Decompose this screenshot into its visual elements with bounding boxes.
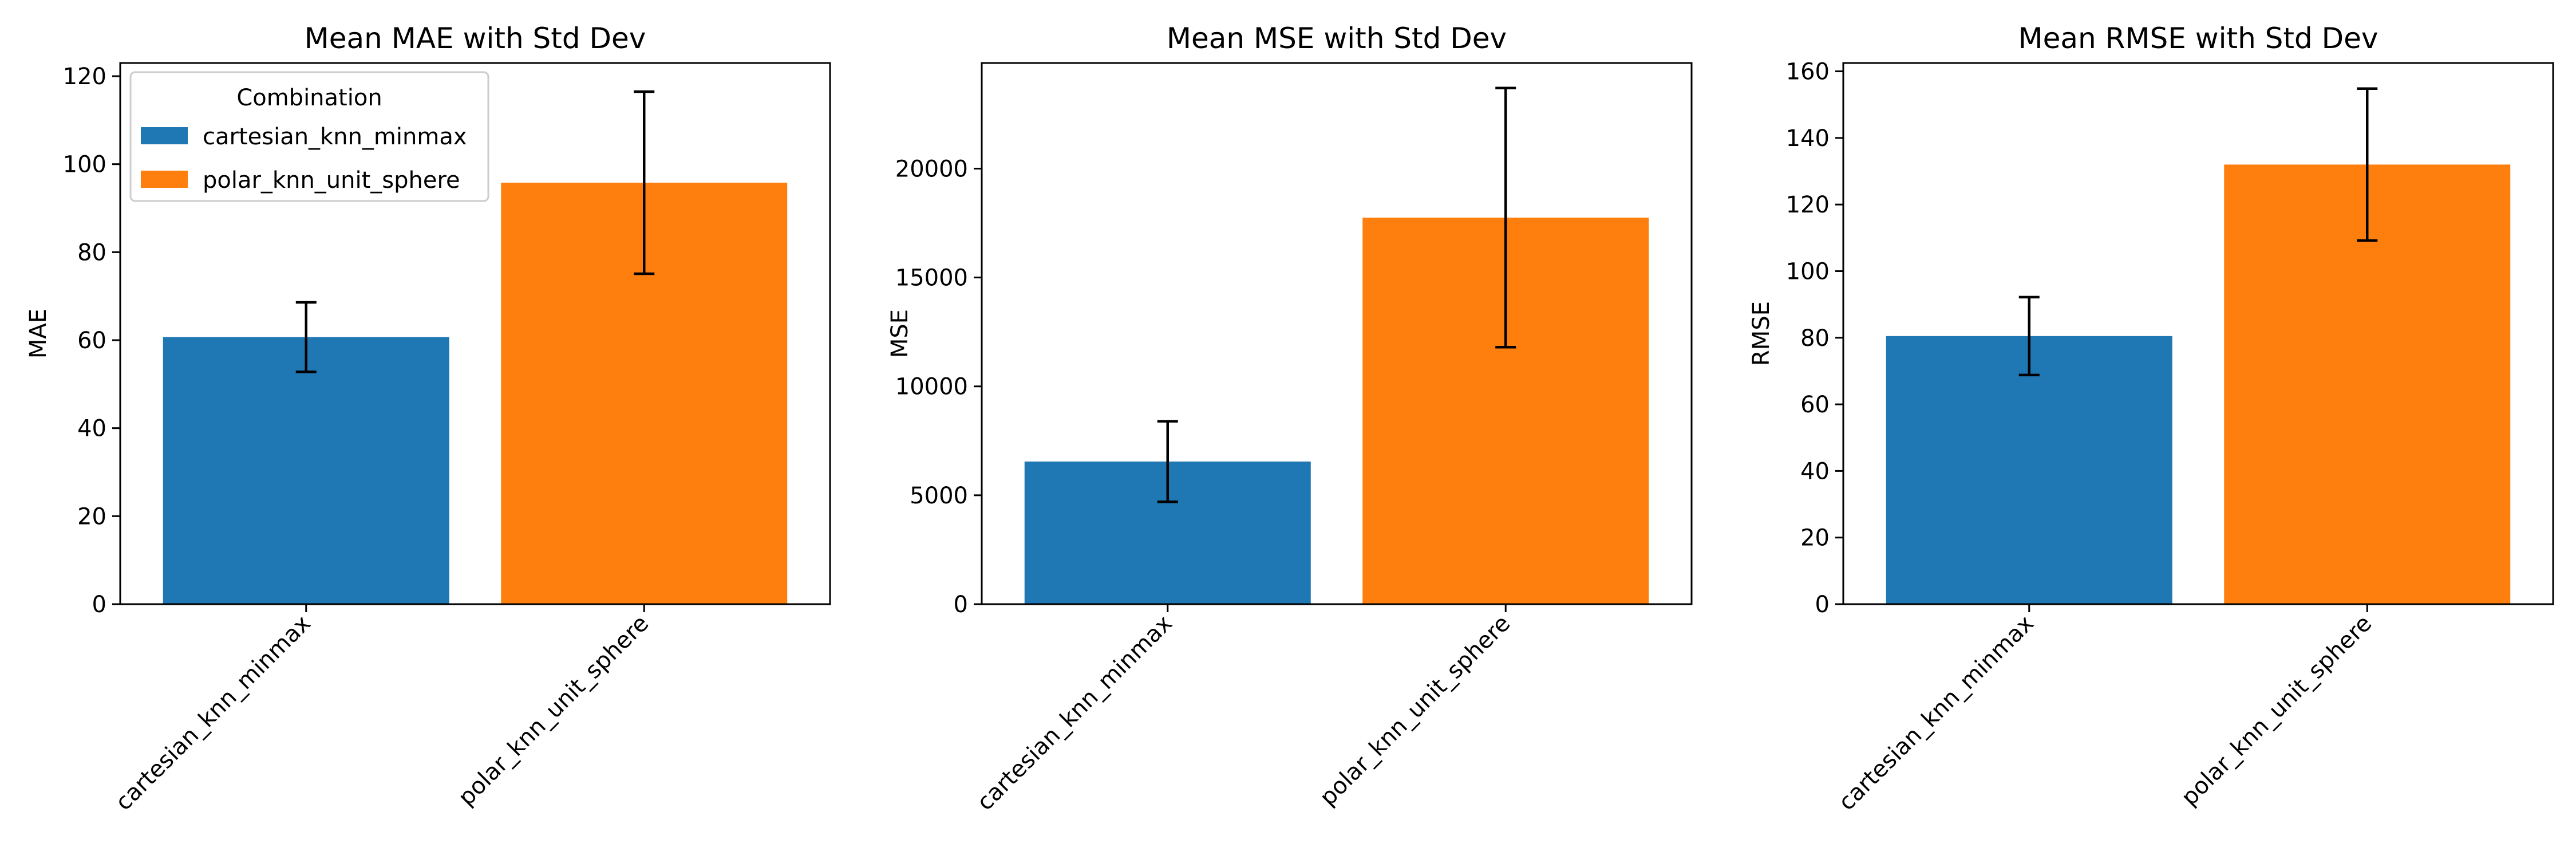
y-tick-label: 0 bbox=[1815, 592, 1830, 618]
axes-frame bbox=[1842, 62, 2554, 605]
legend-box bbox=[129, 71, 489, 202]
chart-title: Mean RMSE with Std Dev bbox=[2018, 22, 2378, 55]
subplot-mse: Mean MSE with Std Dev MSE 0 5000 10000 15000 2… bbox=[887, 22, 1693, 816]
y-tick-label: 100 bbox=[63, 152, 106, 178]
y-tick-label: 20000 bbox=[895, 156, 968, 182]
y-tick-label: 80 bbox=[77, 239, 106, 266]
x-tick-label: polar_knn_unit_sphere bbox=[1315, 610, 1515, 811]
bar-cartesian_knn_minmax bbox=[163, 337, 449, 604]
legend-swatch-polar_knn_unit_sphere bbox=[141, 171, 188, 188]
y-tick-label: 0 bbox=[954, 592, 968, 618]
y-tick-label: 15000 bbox=[895, 265, 968, 291]
legend-entry-cartesian_knn_minmax: cartesian_knn_minmax bbox=[203, 124, 467, 150]
legend-title: Combination bbox=[236, 85, 382, 111]
y-tick-label: 0 bbox=[92, 592, 106, 618]
y-tick-label: 20 bbox=[77, 503, 106, 530]
error-bar-polar_knn_unit_sphere bbox=[634, 90, 655, 275]
y-tick-label: 100 bbox=[1786, 258, 1830, 285]
axes-frame bbox=[981, 62, 1693, 605]
axes-frame bbox=[119, 62, 831, 605]
chart-title: Mean MSE with Std Dev bbox=[1167, 22, 1507, 55]
error-bar-cartesian_knn_minmax bbox=[295, 301, 317, 373]
error-bar-polar_knn_unit_sphere bbox=[1495, 86, 1516, 349]
legend: Combination cartesian_knn_minmax polar_knn… bbox=[129, 71, 489, 202]
y-tick-label: 60 bbox=[1800, 392, 1830, 418]
y-axis-label: MAE bbox=[25, 309, 52, 358]
y-tick-label: 160 bbox=[1786, 59, 1830, 85]
x-tick-label: cartesian_knn_minmax bbox=[1834, 610, 2039, 816]
x-tick-label: polar_knn_unit_sphere bbox=[2176, 610, 2377, 811]
error-bar-polar_knn_unit_sphere bbox=[2357, 87, 2378, 242]
chart-title: Mean MAE with Std Dev bbox=[305, 22, 646, 55]
y-tick-label: 120 bbox=[1786, 192, 1830, 218]
y-axis-label: MSE bbox=[887, 309, 913, 358]
x-tick-label: cartesian_knn_minmax bbox=[972, 610, 1178, 816]
legend-entry-polar_knn_unit_sphere: polar_knn_unit_sphere bbox=[203, 167, 460, 194]
y-tick-label: 10000 bbox=[895, 374, 968, 400]
x-tick-label: polar_knn_unit_sphere bbox=[453, 610, 654, 811]
y-tick-label: 120 bbox=[63, 64, 106, 90]
bar-cartesian_knn_minmax bbox=[1886, 336, 2172, 604]
subplot-rmse: Mean RMSE with Std Dev RMSE 0 20 40 60 80 100 12… bbox=[1748, 22, 2554, 816]
y-tick-label: 5000 bbox=[910, 483, 968, 509]
error-bar-cartesian_knn_minmax bbox=[2018, 295, 2040, 377]
subplot-mae: Mean MAE with Std Dev MAE 0 20 40 60 80 100 120 c… bbox=[25, 22, 831, 816]
legend-swatch-cartesian_knn_minmax bbox=[141, 127, 188, 144]
error-bar-cartesian_knn_minmax bbox=[1157, 420, 1178, 503]
y-tick-label: 60 bbox=[77, 328, 106, 354]
y-tick-label: 40 bbox=[77, 416, 106, 442]
y-tick-label: 40 bbox=[1800, 458, 1830, 484]
y-tick-label: 80 bbox=[1800, 325, 1830, 352]
y-tick-label: 140 bbox=[1786, 125, 1830, 152]
x-tick-label: cartesian_knn_minmax bbox=[110, 610, 316, 816]
y-tick-label: 20 bbox=[1800, 525, 1830, 551]
y-axis-label: RMSE bbox=[1748, 301, 1775, 366]
